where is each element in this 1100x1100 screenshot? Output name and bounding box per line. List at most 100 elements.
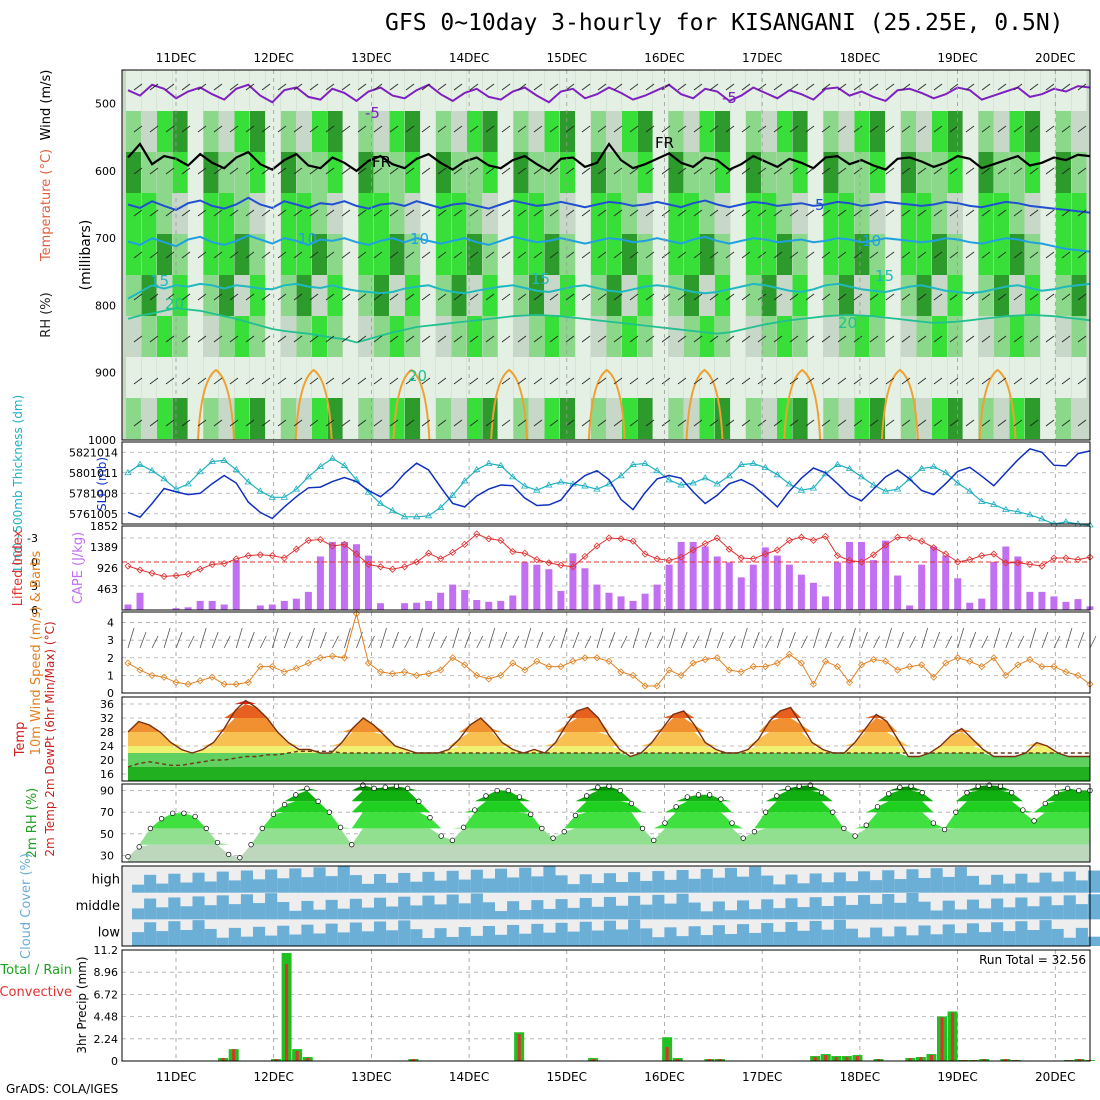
rh-cell: [513, 70, 529, 111]
wind-barb: [1061, 377, 1071, 385]
wind-barb: [437, 125, 447, 133]
wind-barb: [709, 419, 719, 427]
wind-barb: [517, 125, 527, 133]
wind-barb: [163, 627, 171, 649]
panel-frame: [121, 696, 1091, 782]
rh-cell: [622, 398, 637, 439]
cape-bar: [557, 590, 565, 610]
rh-cell: [653, 357, 668, 398]
cloud-cell: [591, 906, 604, 920]
wind-barb: [997, 251, 1007, 259]
wind-speed-point: [809, 680, 817, 688]
wind-barb: [197, 335, 207, 343]
wind-barb: [309, 125, 319, 133]
wind-barb: [389, 125, 399, 133]
cloud-cell: [216, 937, 229, 946]
wind-barb: [309, 419, 319, 427]
wind-barb: [373, 125, 383, 133]
cape-bar: [377, 603, 385, 610]
cloud-cell: [809, 897, 822, 920]
rh-cell: [606, 234, 622, 275]
thickness-point: [833, 460, 842, 467]
temp-tick: 20: [100, 754, 114, 767]
cloud-cell: [132, 884, 145, 893]
upper-air-side-label: Wind (m/s): [39, 70, 54, 141]
wind-speed-point: [605, 657, 613, 665]
wind-barb: [805, 251, 815, 259]
wind-barb: [293, 83, 303, 91]
rh-cell: [932, 70, 947, 111]
wind-barb: [613, 377, 623, 385]
day-label-top: 14DEC: [449, 51, 489, 65]
rh-cell: [188, 316, 203, 357]
cape-bar: [485, 601, 493, 610]
lifted-index-tick: -3: [27, 532, 38, 545]
wind-speed-point: [521, 666, 529, 674]
wind-barb: [517, 167, 527, 175]
wind-barb: [133, 251, 143, 259]
cape-bar: [473, 600, 481, 610]
lifted-index-point: [376, 563, 385, 571]
lifted-index-point: [809, 536, 817, 544]
cloud-cell: [809, 920, 822, 946]
rh-cell: [126, 357, 141, 398]
rh-cell: [498, 357, 513, 398]
rh-cell: [963, 275, 978, 316]
wind-speed-point: [485, 675, 493, 683]
day-label-bottom: 13DEC: [351, 1070, 391, 1084]
lifted-index-point: [1074, 556, 1082, 564]
wind-barb: [428, 631, 435, 649]
wind-barb: [949, 251, 959, 259]
cloud-cell: [434, 904, 447, 920]
wind-barb: [175, 631, 183, 649]
rh-point: [774, 793, 780, 799]
rh-cell: [467, 193, 482, 234]
cloud-cell: [858, 895, 871, 920]
wind-barb: [709, 125, 719, 133]
wind-barb: [805, 209, 815, 217]
cloud-cell: [482, 926, 495, 946]
wind-barb: [949, 167, 959, 175]
contour-label: 15: [875, 267, 894, 285]
wind-barb: [421, 335, 431, 343]
rh-cell: [854, 275, 870, 316]
lifted-index-point: [713, 534, 721, 542]
cape-bar: [497, 600, 505, 610]
rh-cell: [808, 70, 823, 111]
rh-cell: [699, 193, 715, 234]
contour-warm: [880, 368, 919, 441]
cloud-cell: [640, 904, 653, 920]
wind-barb: [1053, 635, 1061, 649]
cloud-cell: [434, 880, 447, 893]
wind-barb: [741, 293, 751, 301]
wind-barb: [837, 635, 844, 649]
rh-cell: [575, 70, 591, 111]
day-label-top: 12DEC: [253, 51, 293, 65]
rh-cell: [870, 234, 885, 275]
rh-cell: [823, 316, 839, 357]
wind-barb: [197, 125, 207, 133]
cape-bar: [1014, 556, 1022, 610]
wind-barb: [613, 293, 623, 301]
thickness-point: [436, 503, 445, 510]
rh-band: [128, 790, 1090, 802]
rh-cell: [482, 70, 498, 111]
wind-barb: [309, 335, 319, 343]
rh-cell: [498, 111, 513, 152]
wind-barb: [901, 251, 911, 259]
wind-barb: [620, 635, 628, 649]
rh-cell: [699, 316, 715, 357]
wind-barb: [213, 377, 223, 385]
wind-barb: [1013, 167, 1023, 175]
wind-barb: [197, 293, 207, 301]
rh-cell: [746, 357, 761, 398]
thickness-point: [1002, 505, 1010, 513]
wind-barb: [740, 627, 748, 649]
rh-cell: [467, 357, 482, 398]
wind-barb: [613, 209, 623, 217]
cloud-cell: [749, 932, 762, 946]
wind-barb: [469, 125, 479, 133]
day-label-top: 17DEC: [742, 51, 782, 65]
lifted-index-point: [160, 572, 168, 580]
wind-barb: [581, 83, 591, 91]
